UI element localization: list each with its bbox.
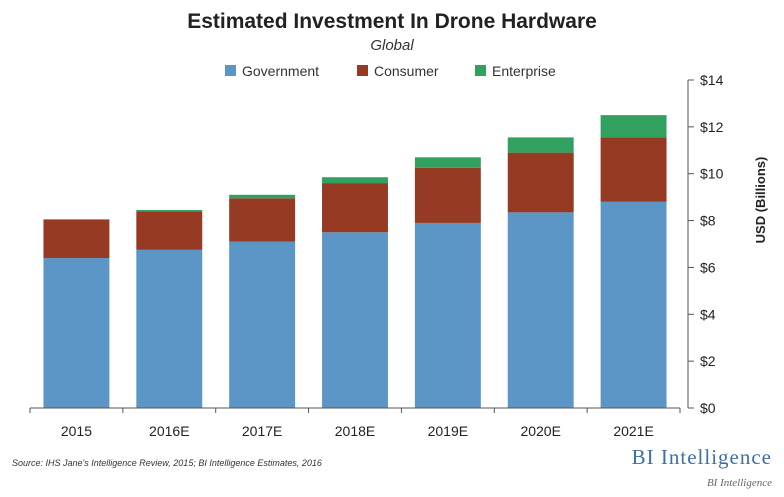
brand-logo: BI Intelligence xyxy=(632,445,772,469)
bar-consumer-2017e xyxy=(229,198,296,242)
bars xyxy=(43,115,667,408)
bar-enterprise-2018e xyxy=(322,177,388,184)
y-tick-label: $8 xyxy=(700,213,716,229)
bar-enterprise-2017e xyxy=(229,194,296,199)
x-axis-ticks: 2015 2016E 2017E 2018E 2019E 2020E 2021E xyxy=(29,408,681,439)
bar-consumer-2021e xyxy=(600,137,667,202)
bar-government-2016e xyxy=(136,249,203,408)
bar-government-2020e xyxy=(507,212,574,408)
y-tick-label: $0 xyxy=(700,400,716,416)
bar-consumer-2019e xyxy=(414,167,481,223)
source-note: Source: IHS Jane's Intelligence Review, … xyxy=(12,458,322,468)
bar-consumer-2015 xyxy=(43,219,110,259)
bar-enterprise-2019e xyxy=(414,157,481,168)
legend-label-government: Government xyxy=(242,63,319,79)
legend-label-consumer: Consumer xyxy=(374,63,439,79)
legend-swatch-enterprise xyxy=(475,65,486,76)
legend-swatch-consumer xyxy=(357,65,368,76)
bar-government-2018e xyxy=(322,232,388,408)
y-tick-label: $14 xyxy=(700,72,724,88)
legend-label-enterprise: Enterprise xyxy=(492,63,556,79)
x-tick-label: 2020E xyxy=(520,423,560,439)
y-tick-label: $4 xyxy=(700,306,716,322)
bar-government-2019e xyxy=(414,222,481,408)
bar-enterprise-2021e xyxy=(600,115,667,138)
bar-consumer-2016e xyxy=(136,211,203,250)
y-tick-label: $6 xyxy=(700,259,716,275)
x-tick-label: 2018E xyxy=(335,423,375,439)
legend-swatch-government xyxy=(225,65,236,76)
y-tick-label: $10 xyxy=(700,166,724,182)
legend: Government Consumer Enterprise xyxy=(225,63,556,79)
brand-caption: BI Intelligence xyxy=(707,477,772,489)
bar-consumer-2020e xyxy=(507,152,574,213)
x-tick-label: 2015 xyxy=(61,423,92,439)
bar-enterprise-2020e xyxy=(507,137,574,153)
bar-government-2021e xyxy=(600,201,667,408)
x-tick-label: 2021E xyxy=(613,423,653,439)
bar-consumer-2018e xyxy=(322,183,388,233)
bar-government-2017e xyxy=(229,241,296,408)
x-tick-label: 2017E xyxy=(242,423,282,439)
bar-government-2015 xyxy=(43,258,110,408)
y-axis-title: USD (Billions) xyxy=(753,157,768,244)
x-tick-label: 2019E xyxy=(428,423,468,439)
y-tick-label: $12 xyxy=(700,119,724,135)
y-tick-label: $2 xyxy=(700,353,716,369)
chart-subtitle: Global xyxy=(370,37,414,54)
bar-enterprise-2016e xyxy=(136,210,203,212)
x-tick-label: 2016E xyxy=(149,423,189,439)
y-axis-ticks: $0 $2 $4 $6 $8 $10 $12 $14 xyxy=(688,72,724,416)
chart-title: Estimated Investment In Drone Hardware xyxy=(187,10,597,33)
